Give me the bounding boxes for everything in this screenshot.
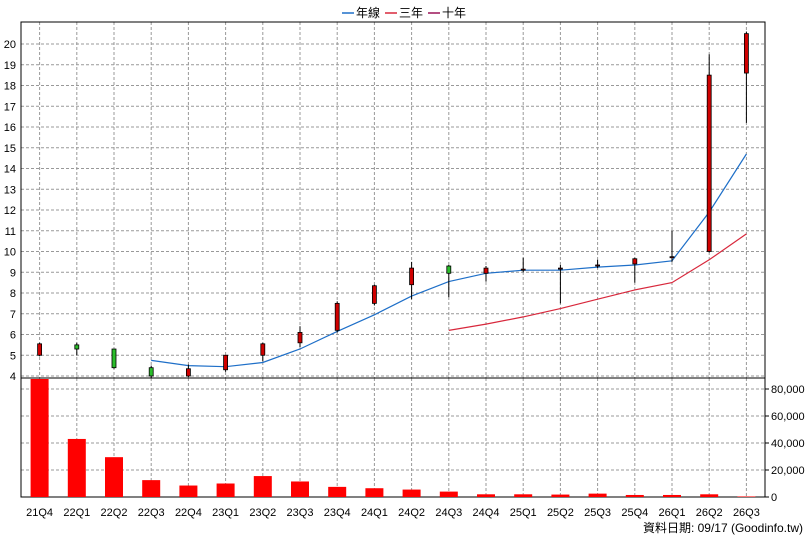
candle-body [260,343,266,356]
price-tick-label: 19 [4,60,16,72]
price-tick-label: 9 [10,267,16,279]
volume-tick-label: 80,000 [771,384,805,396]
price-grid [21,22,765,378]
price-tick-label: 18 [4,81,16,93]
price-tick-label: 10 [4,247,16,259]
x-tick-label: 23Q2 [249,507,276,519]
price-tick-label: 7 [10,309,16,321]
legend-label: 年線 [356,5,380,20]
x-tick-label: 26Q3 [733,507,760,519]
price-tick-label: 14 [4,164,16,176]
legend: 年線 三年 十年 [342,5,466,20]
x-tick-label: 24Q2 [398,507,425,519]
volume-tick-label: 60,000 [771,411,805,423]
volume-bar [514,494,533,497]
price-tick-label: 17 [4,101,16,113]
x-tick-label: 24Q4 [473,507,500,519]
volume-tick-label: 0 [771,492,777,504]
x-tick-label: 23Q4 [324,507,351,519]
candle-body [409,267,415,286]
x-tick-label: 23Q1 [212,507,239,519]
volume-bar [439,491,458,497]
price-tick-label: 8 [10,288,16,300]
volume-bar [737,496,756,497]
price-axis: 4 5 6 7 8 9 10 11 12 13 14 15 16 17 18 19 20 [4,39,16,383]
x-tick-label: 22Q2 [101,507,128,519]
candle-body [558,267,563,270]
volume-bar [477,494,495,497]
price-tick-label: 6 [10,330,16,342]
volume-bar [291,481,309,497]
price-tick-label: 4 [10,371,16,383]
volume-bar [105,457,123,497]
plot-frames [20,21,766,498]
price-tick-label: 15 [4,143,16,155]
price-tick-label: 13 [4,184,16,196]
legend-label: 三年 [399,6,423,20]
legend-label: 十年 [442,6,466,20]
volume-bar [700,494,719,497]
candle-body [669,256,675,259]
candle-body [446,265,452,274]
x-tick-label: 24Q1 [361,507,388,519]
x-tick-label: 23Q3 [287,507,314,519]
x-tick-label: 25Q4 [621,507,648,519]
candlesticks [37,31,749,379]
volume-bar [253,476,272,497]
volume-bar [142,480,161,497]
candle-body [223,354,229,371]
price-tick-label: 16 [4,122,16,134]
volume-tick-label: 40,000 [771,438,805,450]
price-panel-frame [20,21,766,379]
candle-body [371,285,377,304]
candle-body [595,264,600,267]
candle-body [297,332,303,344]
volume-bar [67,438,86,497]
x-tick-label: 26Q2 [696,507,723,519]
x-tick-label: 22Q3 [138,507,165,519]
source-note: 資料日期: 09/17 (Goodinfo.tw) [643,521,803,535]
x-tick-label: 25Q3 [584,507,611,519]
volume-axis: 0 20,000 40,000 60,000 80,000 [765,384,805,504]
x-tick-label: 24Q3 [435,507,462,519]
candle-body [744,33,749,74]
volume-bar [179,485,198,497]
volume-bars [30,379,756,497]
price-tick-label: 5 [10,350,16,362]
volume-bar [365,488,384,497]
candle-body [483,267,489,274]
volume-bar [588,493,607,497]
x-axis: 21Q4 22Q1 22Q2 22Q3 22Q4 23Q1 23Q2 23Q3 23Q4 24Q1… [26,507,760,519]
candle-body [185,368,191,377]
volume-bar [216,483,235,497]
volume-bar [551,494,570,497]
volume-bar [402,489,421,497]
x-tick-label: 25Q1 [510,507,537,519]
candle-body [148,367,154,377]
x-tick-label: 26Q1 [659,507,686,519]
price-tick-label: 20 [4,39,16,51]
candle-body [334,302,340,331]
candle-body [632,258,638,265]
candle-body [520,268,526,271]
volume-bar [30,379,49,497]
candle-body [111,348,117,369]
volume-bar [328,486,347,497]
volume-tick-label: 20,000 [771,465,805,477]
candle-body [706,74,712,252]
x-tick-label: 25Q2 [547,507,574,519]
price-tick-label: 11 [5,226,16,238]
volume-bar [663,494,681,497]
price-tick-label: 12 [4,205,16,217]
ma-line-1 [448,233,747,331]
volume-grid [21,378,765,497]
x-tick-label: 22Q1 [63,507,90,519]
candle-body [37,343,42,356]
x-tick-label: 22Q4 [175,507,202,519]
x-tick-label: 21Q4 [26,507,53,519]
volume-panel-frame [20,377,766,498]
volume-bar [625,494,644,497]
candle-body [74,344,80,350]
